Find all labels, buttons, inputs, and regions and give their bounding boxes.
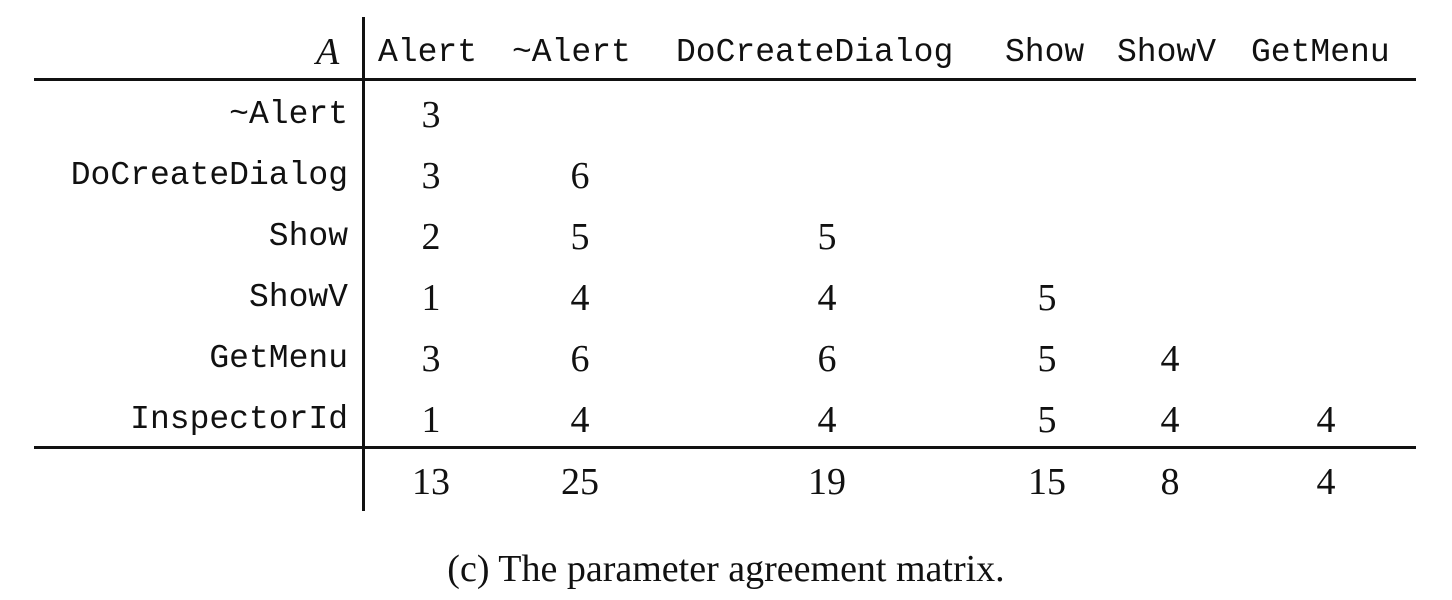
row-label: InspectorId bbox=[130, 401, 348, 438]
row-label: GetMenu bbox=[209, 340, 348, 377]
row-label: DoCreateDialog bbox=[70, 157, 348, 194]
column-header: DoCreateDialog bbox=[676, 34, 954, 71]
matrix-cell: 6 bbox=[570, 155, 590, 197]
row-header-divider bbox=[362, 17, 365, 511]
matrix-cell: 1 bbox=[421, 277, 441, 319]
column-header: GetMenu bbox=[1251, 34, 1390, 71]
row-label: ~Alert bbox=[229, 96, 348, 133]
matrix-cell: 4 bbox=[570, 277, 590, 319]
matrix-cell: 6 bbox=[570, 338, 590, 380]
matrix-cell: 5 bbox=[570, 216, 590, 258]
column-header: Show bbox=[1005, 34, 1085, 71]
table-caption: (c) The parameter agreement matrix. bbox=[447, 548, 1005, 590]
column-header: Alert bbox=[378, 34, 478, 71]
row-label: Show bbox=[268, 218, 348, 255]
matrix-cell: 4 bbox=[1316, 399, 1336, 441]
matrix-cell: 4 bbox=[1160, 399, 1180, 441]
matrix-cell: 6 bbox=[817, 338, 837, 380]
matrix-cell: 4 bbox=[1160, 338, 1180, 380]
matrix-cell: 3 bbox=[421, 94, 441, 136]
matrix-cell: 3 bbox=[421, 338, 441, 380]
total-cell: 4 bbox=[1316, 461, 1336, 503]
total-cell: 25 bbox=[561, 461, 599, 503]
matrix-cell: 5 bbox=[1037, 338, 1057, 380]
matrix-cell: 1 bbox=[421, 399, 441, 441]
matrix-cell: 5 bbox=[817, 216, 837, 258]
total-cell: 19 bbox=[808, 461, 846, 503]
matrix-cell: 4 bbox=[817, 277, 837, 319]
matrix-cell: 3 bbox=[421, 155, 441, 197]
column-header: ~Alert bbox=[512, 34, 631, 71]
matrix-cell: 2 bbox=[421, 216, 441, 258]
total-cell: 13 bbox=[412, 461, 450, 503]
totals-rule bbox=[34, 446, 1416, 449]
matrix-cell: 4 bbox=[817, 399, 837, 441]
row-label: ShowV bbox=[248, 279, 348, 316]
column-header: ShowV bbox=[1117, 34, 1217, 71]
matrix-cell: 5 bbox=[1037, 399, 1057, 441]
header-rule bbox=[34, 78, 1416, 81]
total-cell: 15 bbox=[1028, 461, 1066, 503]
corner-label: A bbox=[316, 31, 340, 73]
total-cell: 8 bbox=[1160, 461, 1180, 503]
matrix-cell: 5 bbox=[1037, 277, 1057, 319]
matrix-cell: 4 bbox=[570, 399, 590, 441]
